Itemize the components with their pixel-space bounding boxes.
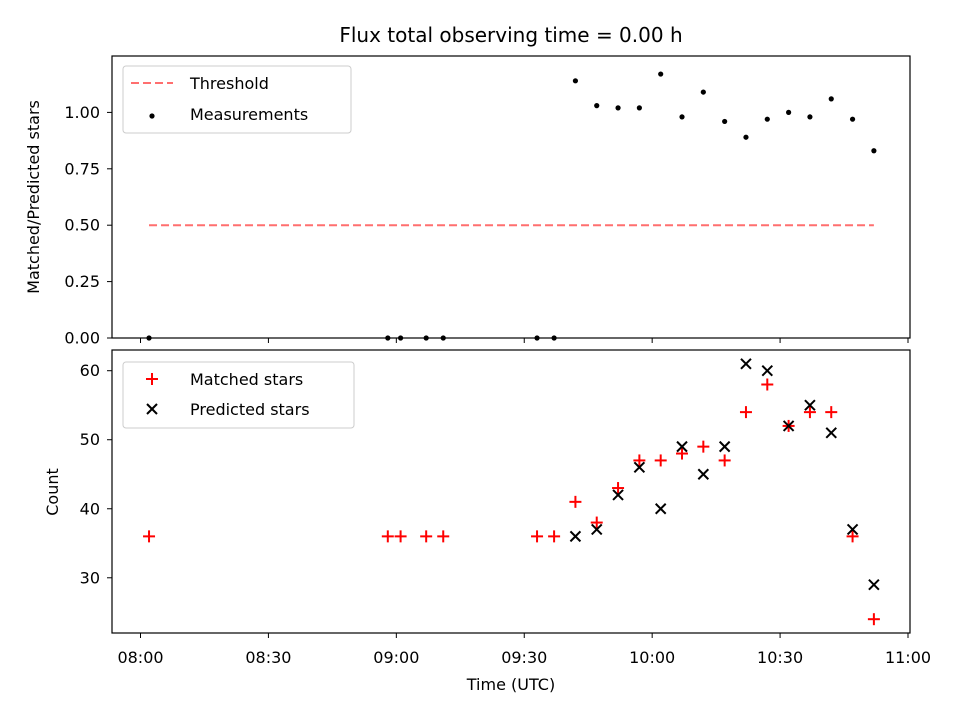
bottom-y-tick-label: 60 <box>80 361 100 380</box>
top-legend-box <box>122 65 352 134</box>
x-tick-label: 11:00 <box>885 648 931 667</box>
matched-star-point <box>761 378 774 391</box>
matched-star-point <box>739 406 752 419</box>
bottom-legend-box <box>122 361 355 429</box>
measurement-point <box>828 96 834 102</box>
bottom-plot-marks <box>143 358 880 626</box>
predicted-star-point <box>676 440 688 453</box>
matched-star-point <box>697 440 710 453</box>
x-tick-label: 09:30 <box>501 648 547 667</box>
matched-star-point <box>654 454 667 467</box>
matched-legend-marker <box>146 373 158 385</box>
measurement-point <box>679 114 685 120</box>
bottom-y-tick-label: 50 <box>80 430 100 449</box>
predicted-star-point <box>782 420 795 432</box>
measurement-point <box>871 148 877 154</box>
top-x-ticks <box>140 338 909 343</box>
measurement-point <box>594 103 600 109</box>
bottom-x-ticks: 08:00 08:30 09:00 09:30 10:00 10:30 11:00 <box>117 633 931 667</box>
measurement-point <box>615 105 621 111</box>
matched-star-point <box>569 495 582 508</box>
measurements-legend-label: Measurements <box>190 105 308 124</box>
x-axis-label: Time (UTC) <box>466 675 555 694</box>
matched-star-point <box>825 406 838 419</box>
predicted-star-point <box>654 503 667 515</box>
x-tick-label: 08:30 <box>245 648 291 667</box>
bottom-y-axis-label: Count <box>43 468 62 516</box>
x-tick-label: 08:00 <box>117 648 163 667</box>
x-tick-label: 09:00 <box>373 648 419 667</box>
matched-star-point <box>548 530 561 543</box>
predicted-legend-marker <box>146 403 158 415</box>
matched-star-point <box>612 482 625 495</box>
predicted-star-point <box>740 358 752 370</box>
measurements-legend-marker <box>149 113 155 119</box>
bottom-panel: 30 40 50 60 08:00 08:30 09:00 09:30 10:00 10:30 1… <box>43 349 931 694</box>
top-y-ticks: 0.00 0.25 0.50 0.75 1.00 <box>64 103 112 348</box>
matched-legend-label: Matched stars <box>190 370 303 389</box>
bottom-legend: Matched stars Predicted stars <box>122 361 355 429</box>
matched-star-point <box>381 530 394 543</box>
measurement-point <box>764 116 770 122</box>
predicted-star-point <box>612 489 624 501</box>
top-y-tick-label: 1.00 <box>64 103 100 122</box>
top-y-tick-label: 0.75 <box>64 159 100 178</box>
measurement-point <box>636 105 642 111</box>
predicted-star-point <box>761 365 773 377</box>
measurement-point <box>722 118 728 125</box>
chart-title: Flux total observing time = 0.00 h <box>339 23 682 47</box>
predicted-star-point <box>846 523 859 536</box>
measurement-point <box>786 109 792 115</box>
measurement-point <box>807 114 813 120</box>
matched-star-point <box>676 447 689 460</box>
measurement-point <box>572 78 579 84</box>
matched-star-point <box>633 454 646 467</box>
x-tick-label: 10:00 <box>629 648 675 667</box>
predicted-star-point <box>569 530 582 543</box>
measurement-point <box>658 71 664 77</box>
matched-star-point <box>867 613 880 626</box>
matched-star-point <box>718 454 731 467</box>
predicted-star-point <box>591 523 603 536</box>
matched-star-point <box>420 530 433 543</box>
bottom-y-tick-label: 30 <box>80 568 100 587</box>
top-y-axis-label: Matched/Predicted stars <box>24 100 43 294</box>
measurement-point <box>849 116 856 122</box>
top-plot-frame <box>111 55 911 339</box>
matched-star-point <box>846 530 859 543</box>
matched-star-point <box>531 530 544 543</box>
matched-star-point <box>590 516 603 529</box>
matched-star-point <box>394 530 407 543</box>
measurement-point <box>700 89 706 95</box>
predicted-star-point <box>825 427 837 439</box>
predicted-legend-label: Predicted stars <box>190 400 310 419</box>
bottom-plot-frame <box>111 349 911 634</box>
predicted-star-point <box>633 461 646 474</box>
predicted-star-point <box>697 468 710 480</box>
matched-star-point <box>437 530 450 543</box>
predicted-star-point <box>804 399 816 411</box>
bottom-y-tick-label: 40 <box>80 499 100 518</box>
top-legend: Threshold Measurements <box>122 65 352 134</box>
matched-star-point <box>143 530 156 543</box>
predicted-star-point <box>868 578 880 591</box>
predicted-star-point <box>718 440 731 453</box>
bottom-y-ticks: 30 40 50 60 <box>80 361 112 587</box>
threshold-legend-label: Threshold <box>189 74 269 93</box>
top-y-tick-label: 0.50 <box>64 216 100 235</box>
x-tick-label: 10:30 <box>757 648 803 667</box>
top-y-tick-label: 0.00 <box>64 329 100 348</box>
top-panel: 0.00 0.25 0.50 0.75 1.00 Matched/Predicted s… <box>24 55 911 348</box>
top-y-tick-label: 0.25 <box>64 272 100 291</box>
measurement-point <box>743 134 749 140</box>
matched-star-point <box>803 406 816 419</box>
